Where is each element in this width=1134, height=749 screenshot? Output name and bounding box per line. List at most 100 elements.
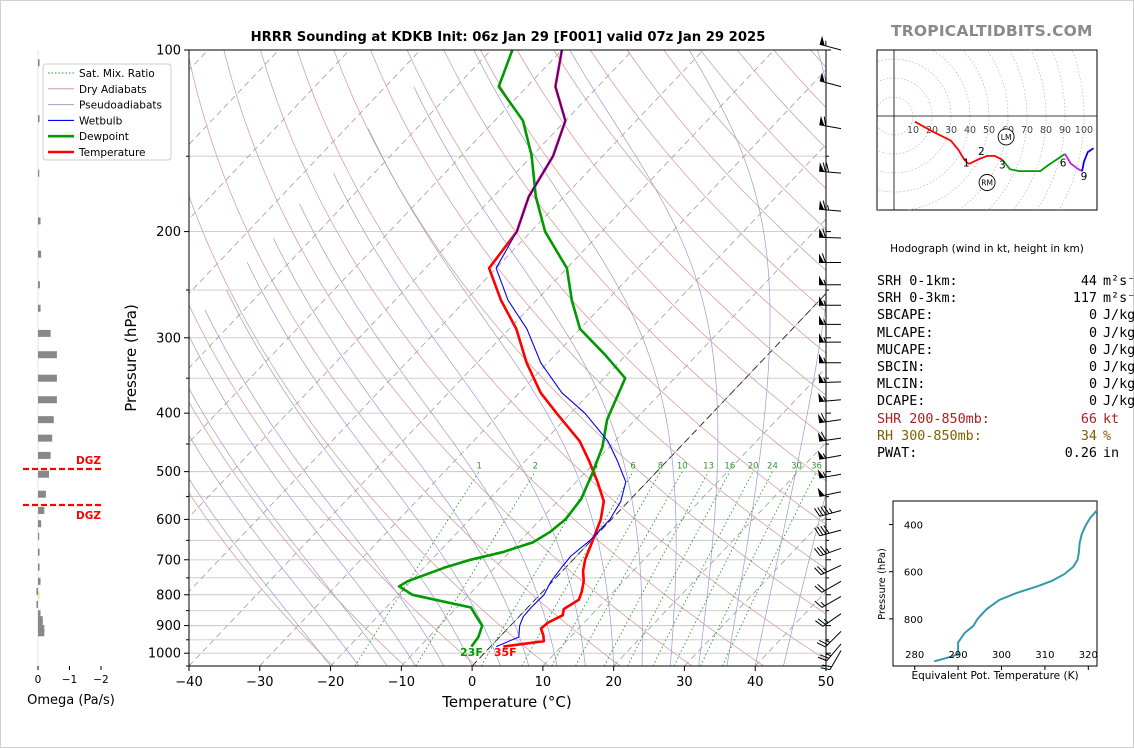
mixing-ratio-label: 2 (533, 462, 538, 472)
legend-label: Temperature (78, 147, 146, 159)
y-tick-label: 800 (156, 588, 181, 603)
hodograph-height-label: 9 (1081, 171, 1088, 183)
hodograph-ring-label: 50 (983, 125, 995, 136)
pseudo-adiabat-line (414, 87, 642, 666)
omega-x-tick-label: −1 (62, 674, 77, 686)
pseudo-adiabat-line (169, 351, 387, 666)
hodograph-marker-label: RM (981, 179, 993, 188)
theta-e-frame (893, 501, 1097, 666)
wind-barb-staff (822, 596, 841, 607)
wind-barb-staff (819, 237, 841, 238)
wind-barb-staff (819, 209, 841, 211)
y-tick-label: 400 (156, 407, 181, 422)
mixing-ratio-label: 6 (630, 462, 635, 472)
theta-e-x-tick-label: 280 (905, 650, 924, 661)
pseudo-adiabat-line (300, 204, 557, 666)
wind-barb-half (823, 472, 825, 477)
omega-bar (38, 491, 46, 498)
mixing-ratio-label: 36 (811, 462, 822, 472)
x-tick-label: 20 (605, 675, 622, 690)
omega-bar (38, 115, 40, 122)
wind-barb-full (824, 117, 825, 126)
hodograph-ring-label: 10 (907, 125, 919, 136)
mixing-ratio-line (522, 472, 633, 666)
pseudo-adiabat-line (368, 129, 613, 666)
wind-barb (819, 354, 841, 363)
y-tick-label: 1000 (148, 647, 181, 662)
omega-bar (38, 578, 41, 585)
wind-barb-staff (821, 565, 841, 574)
x-tick-label: 0 (468, 675, 476, 690)
dry-adiabat-line (297, 50, 835, 666)
wind-barb (820, 72, 841, 86)
y-tick-label: 600 (156, 513, 181, 528)
y-tick-label: 200 (156, 225, 181, 240)
isotherm-line (331, 50, 916, 666)
wind-barb-flag (818, 393, 824, 402)
wind-barb (819, 315, 841, 324)
omega-bar (38, 330, 51, 337)
omega-bar (36, 588, 38, 595)
surface-dewpoint-label: 23F (460, 646, 483, 659)
x-tick-label: −10 (388, 675, 415, 690)
wind-barb (818, 413, 841, 422)
omega-bar (38, 59, 40, 66)
profile-dewpoint (399, 50, 625, 647)
x-tick-label: 40 (747, 675, 764, 690)
x-tick-label: −20 (317, 675, 344, 690)
omega-bar (38, 281, 40, 288)
skewt-xlabel: Temperature (°C) (441, 693, 571, 711)
omega-bar (38, 351, 57, 358)
hodograph-ring-label: 30 (945, 125, 957, 136)
wind-barb (818, 450, 841, 459)
wind-barb-staff (825, 631, 841, 647)
mixing-ratio-label: 13 (703, 462, 714, 472)
dgz-label: DGZ (76, 455, 101, 467)
mixing-ratio-label: 16 (724, 462, 735, 472)
dgz-label: DGZ (76, 510, 101, 522)
hodograph-height-label: 6 (1060, 158, 1067, 170)
y-tick-label: 100 (156, 44, 181, 59)
isotherm-line (118, 50, 703, 666)
hodograph-ring-label: 80 (1040, 125, 1052, 136)
wind-barb-half (829, 508, 832, 512)
hodograph-ring-label: 100 (1075, 125, 1093, 136)
legend-label: Wetbulb (79, 115, 123, 127)
wind-barb (818, 432, 841, 441)
hodograph-marker-label: LM (1001, 133, 1012, 142)
wind-barb (814, 546, 841, 556)
theta-e-xlabel: Equivalent Pot. Temperature (K) (911, 670, 1078, 682)
wind-barb-half (826, 548, 829, 552)
omega-bar (38, 305, 41, 312)
omega-bar (38, 217, 41, 224)
mixing-ratio-label: 30 (791, 462, 802, 472)
x-tick-label: −30 (246, 675, 273, 690)
chart-title: HRRR Sounding at KDKB Init: 06z Jan 29 [… (251, 30, 766, 45)
wind-barb-flag (819, 116, 824, 126)
legend-label: Pseudoadiabats (79, 100, 162, 112)
pseudo-adiabat-line (226, 290, 472, 666)
theta-e-y-tick-label: 800 (904, 615, 923, 626)
omega-bar (36, 601, 38, 608)
theta-e-x-tick-label: 320 (1079, 650, 1098, 661)
wind-barb (815, 565, 841, 574)
x-tick-label: 30 (676, 675, 693, 690)
wind-barb (819, 253, 841, 262)
mixing-ratio-label: 20 (748, 462, 759, 472)
hodograph-height-label: 2 (978, 146, 985, 158)
theta-e-x-tick-label: 310 (1035, 650, 1054, 661)
mixing-ratio-label: 1 (476, 462, 481, 472)
isotherm-line (189, 50, 774, 666)
omega-bar (38, 170, 39, 177)
wind-barb (818, 393, 841, 402)
wind-barb-half (824, 280, 826, 285)
wind-barb (819, 116, 841, 129)
wind-barb-half (824, 396, 826, 401)
wind-barb (815, 525, 841, 535)
